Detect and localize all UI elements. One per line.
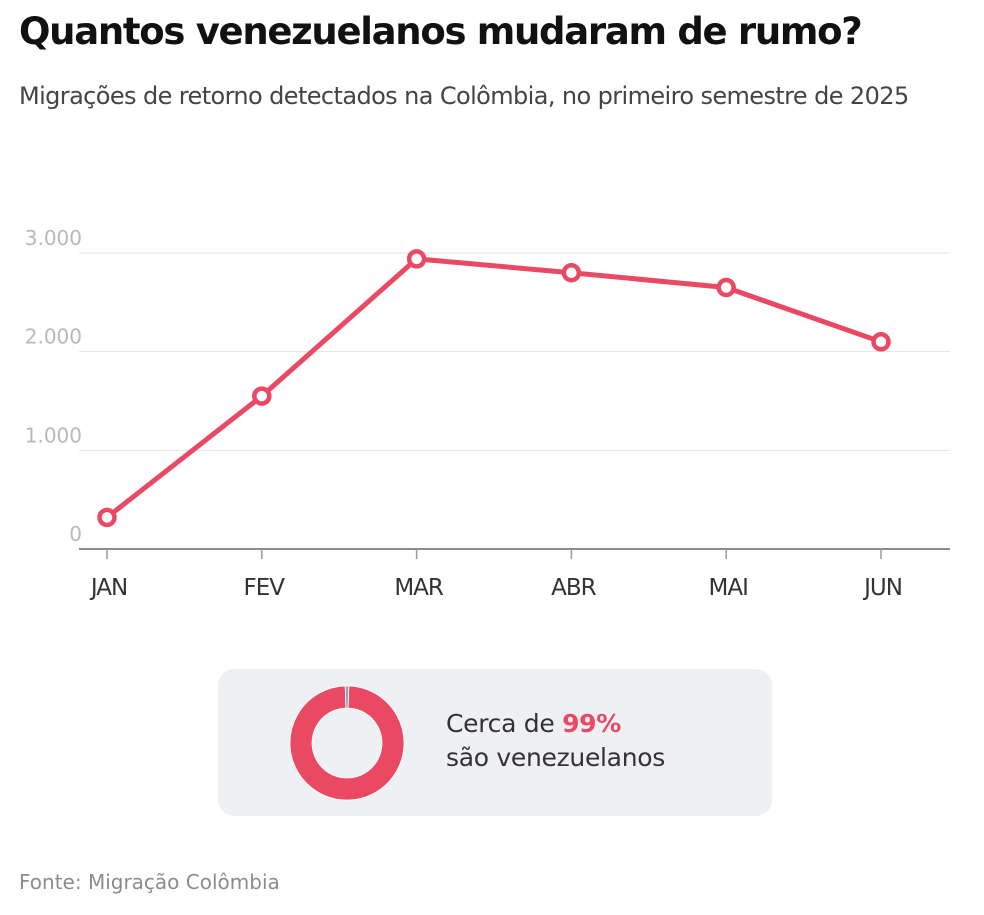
x-tick-label: MAI [709,575,748,601]
callout-line-2: são venezuelanos [446,743,665,772]
x-tick-label: MAR [394,575,444,601]
chart-title: Quantos venezuelanos mudaram de rumo? [19,10,863,53]
x-axis-ticks: JAN FEV MAR ABR MAI JUN [89,549,903,601]
series-markers [97,249,891,528]
source-note: Fonte: Migração Colômbia [19,870,280,894]
donut-chart [289,685,405,801]
data-point-abr [561,262,582,283]
data-point-jun [871,332,891,352]
callout-highlight-value: 99% [562,709,622,738]
callout-text: Cerca de 99% são venezuelanos [446,707,665,775]
percentage-callout: Cerca de 99% são venezuelanos [218,669,772,816]
callout-line-1: Cerca de 99% [446,707,665,741]
chart-subtitle: Migrações de retorno detectados na Colôm… [19,82,909,110]
data-point-fev [252,386,272,406]
y-tick-label: 2.000 [25,325,82,349]
data-point-mar [406,249,427,269]
donut-slice-outros [344,685,350,709]
y-axis-ticks: 0 1.000 2.000 3.000 [25,226,82,546]
y-tick-label: 0 [69,522,82,546]
data-point-jan [97,507,117,528]
series-line [104,256,884,520]
callout-prefix: Cerca de [446,709,563,738]
data-point-mai [716,277,736,298]
x-tick-label: FEV [244,575,286,601]
x-tick-label: ABR [551,575,597,601]
y-tick-label: 3.000 [25,226,82,250]
x-tick-label: JAN [89,575,127,601]
x-tick-label: JUN [862,575,902,601]
line-chart: 0 1.000 2.000 3.000 JAN FEV MAR ABR MAI JUN [25,226,950,601]
donut-slice-venezuelanos [289,685,405,801]
y-tick-label: 1.000 [25,423,82,447]
series-line-group [104,256,884,520]
gridlines [79,252,950,451]
